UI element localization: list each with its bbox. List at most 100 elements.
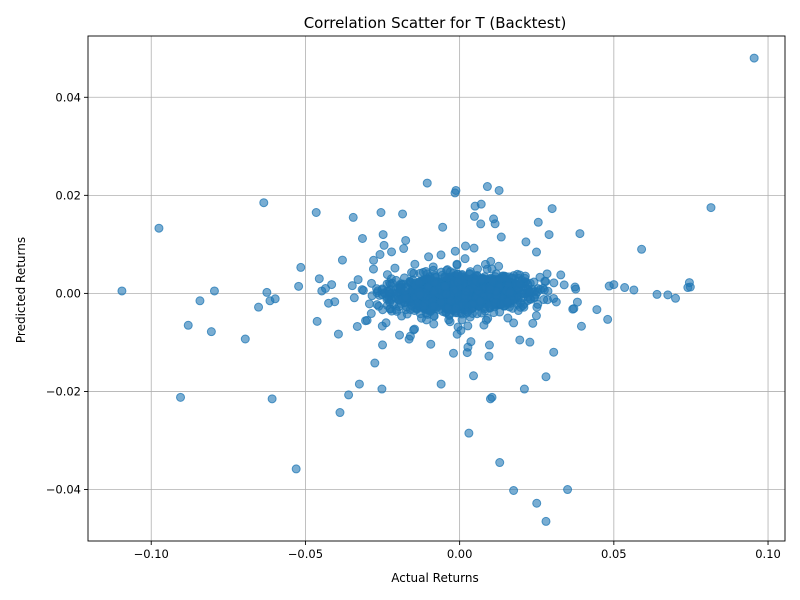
data-point: [559, 280, 569, 290]
y-tick-label: 0.04: [55, 90, 81, 104]
data-point: [421, 315, 431, 325]
data-point: [375, 249, 385, 259]
data-point: [503, 313, 513, 323]
x-tick-label: −0.05: [288, 547, 323, 561]
data-point: [428, 265, 438, 275]
data-point: [382, 270, 392, 280]
data-point: [366, 309, 376, 319]
plot-frame: [87, 35, 786, 542]
data-point: [379, 240, 389, 250]
data-point: [267, 394, 277, 404]
data-point: [421, 267, 431, 277]
data-point: [398, 209, 408, 219]
data-points: [117, 53, 759, 526]
data-point: [446, 296, 456, 306]
data-point: [448, 348, 458, 358]
data-point: [490, 219, 500, 229]
data-point: [509, 271, 519, 281]
data-point: [547, 204, 557, 214]
x-tick-label: 0.05: [601, 547, 627, 561]
data-point: [362, 315, 372, 325]
data-point: [422, 178, 432, 188]
data-point: [533, 299, 543, 309]
data-point: [532, 498, 542, 508]
data-point: [464, 428, 474, 438]
data-point: [477, 308, 487, 318]
data-point: [495, 458, 505, 468]
data-point: [400, 286, 410, 296]
data-point: [531, 311, 541, 321]
data-point: [629, 285, 639, 295]
x-tick-label: 0.00: [447, 547, 473, 561]
data-point: [609, 280, 619, 290]
data-point: [376, 208, 386, 218]
data-point: [254, 302, 264, 312]
data-point: [568, 304, 578, 314]
data-point: [465, 312, 475, 322]
data-point: [372, 288, 382, 298]
data-point: [469, 243, 479, 253]
data-point: [347, 281, 357, 291]
data-point: [368, 264, 378, 274]
data-point: [541, 372, 551, 382]
data-point: [330, 297, 340, 307]
data-point: [390, 263, 400, 273]
data-point: [576, 321, 586, 331]
data-point: [311, 208, 321, 218]
data-point: [442, 265, 452, 275]
data-point: [357, 233, 367, 243]
data-point: [592, 305, 602, 315]
data-point: [348, 212, 358, 222]
data-point: [436, 297, 446, 307]
data-point: [671, 293, 681, 303]
data-point: [543, 286, 553, 296]
data-point: [445, 317, 455, 327]
data-point: [572, 297, 582, 307]
data-point: [240, 334, 250, 344]
data-point: [378, 340, 388, 350]
data-point: [519, 384, 529, 394]
axis-ticks: −0.10 −0.05 0.00 0.05 0.10 −0.04 −0.02 0.00 0.02…: [46, 90, 781, 561]
data-point: [541, 516, 551, 526]
data-point: [438, 222, 448, 232]
data-point: [494, 261, 504, 271]
data-point: [370, 358, 380, 368]
data-point: [452, 329, 462, 339]
data-point: [521, 237, 531, 247]
data-point: [333, 329, 343, 339]
data-point: [394, 330, 404, 340]
data-point: [494, 185, 504, 195]
data-point: [473, 286, 483, 296]
data-point: [520, 273, 530, 283]
data-point: [476, 219, 486, 229]
data-point: [429, 319, 439, 329]
data-point: [515, 279, 525, 289]
data-point: [563, 485, 573, 495]
data-point: [378, 230, 388, 240]
y-tick-label: −0.02: [46, 384, 81, 398]
data-point: [296, 262, 306, 272]
data-point: [410, 259, 420, 269]
data-point: [425, 273, 435, 283]
data-point: [466, 337, 476, 347]
data-point: [440, 281, 450, 291]
data-point: [533, 217, 543, 227]
data-point: [407, 300, 417, 310]
chart-title: Correlation Scatter for T (Backtest): [304, 14, 567, 32]
data-point: [515, 335, 525, 345]
data-point: [372, 300, 382, 310]
data-point: [377, 384, 387, 394]
data-point: [270, 294, 280, 304]
data-point: [575, 229, 585, 239]
data-point: [344, 390, 354, 400]
data-point: [482, 182, 492, 192]
data-point: [352, 321, 362, 331]
data-point: [460, 241, 470, 251]
data-point: [358, 285, 368, 295]
data-point: [369, 255, 379, 265]
data-point: [195, 296, 205, 306]
data-point: [472, 270, 482, 280]
data-point: [484, 340, 494, 350]
data-point: [487, 392, 497, 402]
